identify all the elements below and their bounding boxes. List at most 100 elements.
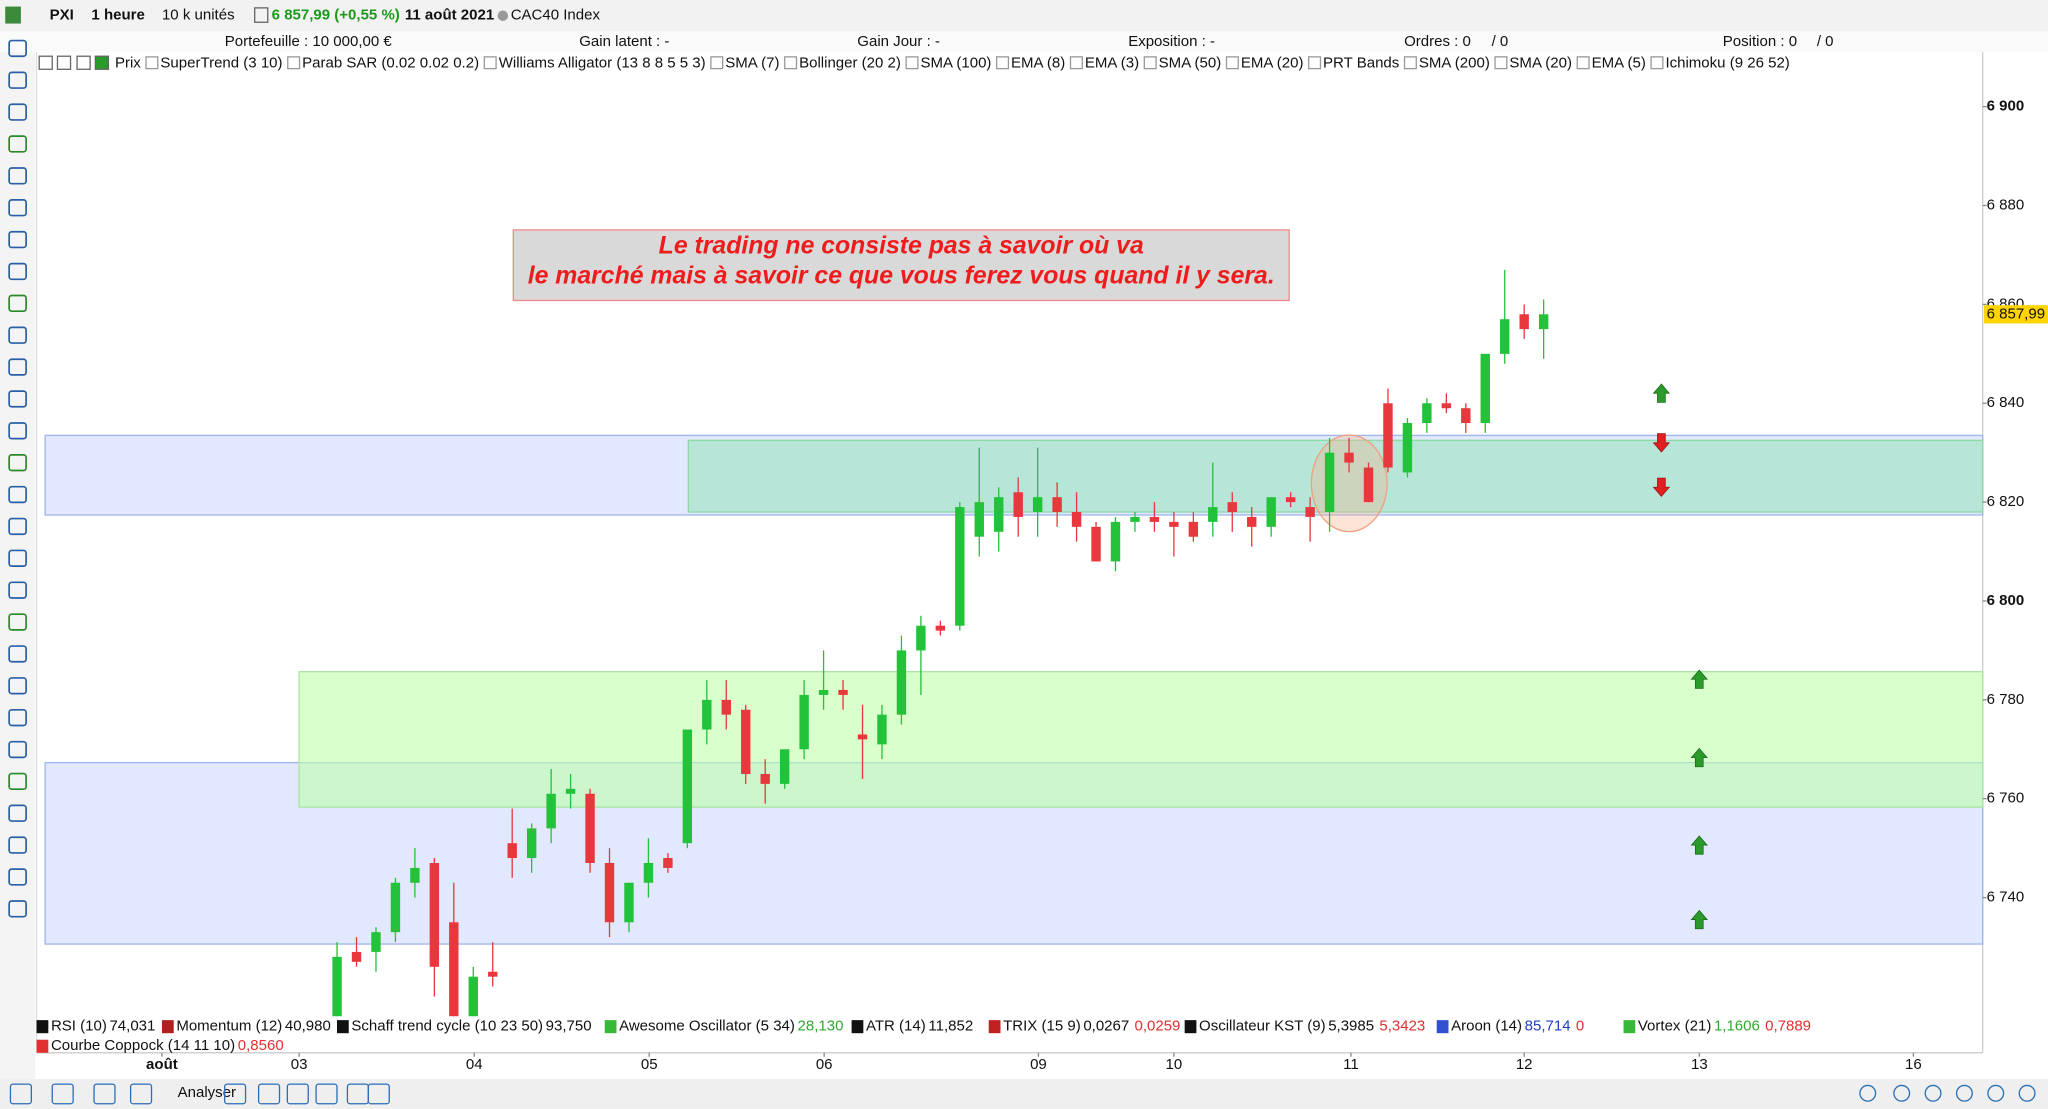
- tool-icon[interactable]: [8, 485, 27, 504]
- overlay-checkbox[interactable]: [1576, 56, 1590, 70]
- timeframe[interactable]: 1 heure: [91, 7, 144, 24]
- overlay-checkbox[interactable]: [710, 56, 724, 70]
- candle-body: [663, 858, 673, 868]
- tool-icon[interactable]: [315, 1083, 338, 1105]
- analyze-button[interactable]: Analyser: [178, 1084, 236, 1101]
- position: Position : 0: [1723, 33, 1797, 50]
- y-tick-label: 6 780: [1987, 691, 2025, 708]
- tool-icon[interactable]: [8, 581, 27, 599]
- tool-icon[interactable]: [8, 645, 27, 663]
- indicator-name: Momentum (12): [176, 1018, 282, 1035]
- overlay-checkbox[interactable]: [905, 56, 919, 70]
- tool-icon[interactable]: [8, 549, 27, 567]
- tool-icon[interactable]: [93, 1083, 116, 1105]
- tool-icon[interactable]: [8, 230, 27, 249]
- tool-icon[interactable]: [8, 868, 27, 886]
- tool-icon[interactable]: [1924, 1084, 1942, 1102]
- x-tick-label: 04: [466, 1056, 483, 1073]
- indicator-name: Awesome Oscillator (5 34): [619, 1018, 795, 1035]
- tool-icon[interactable]: [223, 1083, 247, 1105]
- overlay-checkbox[interactable]: [1650, 56, 1664, 70]
- tool-icon[interactable]: [8, 772, 27, 791]
- zone: [298, 671, 1984, 808]
- tool-icon[interactable]: [8, 262, 27, 281]
- info-icon[interactable]: [254, 7, 269, 23]
- overlay-checkbox[interactable]: [1403, 56, 1417, 70]
- tool-icon[interactable]: [8, 708, 27, 727]
- overlay-checkbox[interactable]: [287, 56, 301, 70]
- indicator-value: 0,7889: [1765, 1018, 1811, 1035]
- candle-body: [994, 497, 1004, 532]
- candle-body: [779, 749, 790, 784]
- candle-body: [1266, 497, 1276, 527]
- tool-icon[interactable]: [1893, 1084, 1911, 1102]
- overlay-checkbox[interactable]: [1143, 56, 1157, 70]
- annotation-box: [512, 229, 1290, 302]
- symbol[interactable]: PXI: [50, 7, 74, 24]
- tool-icon[interactable]: [8, 326, 27, 344]
- tool-icon[interactable]: [8, 836, 27, 854]
- tool-icon[interactable]: [8, 900, 27, 918]
- tool-icon[interactable]: [8, 103, 27, 121]
- tool-icon[interactable]: [8, 135, 27, 153]
- tool-icon[interactable]: [1955, 1084, 1973, 1102]
- tool-icon[interactable]: [1987, 1084, 2005, 1102]
- indicator-value: 1,1606: [1714, 1018, 1760, 1035]
- tool-icon[interactable]: [8, 294, 27, 313]
- tool-icon[interactable]: [8, 39, 27, 58]
- tool-icon[interactable]: [8, 167, 27, 185]
- tool-icon[interactable]: [367, 1083, 390, 1105]
- last-price-tag: [1984, 305, 2048, 324]
- overlay-label: SMA (7): [725, 54, 779, 71]
- tool-icon[interactable]: [8, 613, 27, 631]
- overlay-checkbox[interactable]: [145, 56, 159, 70]
- candle-body: [1071, 512, 1082, 527]
- overlay-checkbox[interactable]: [483, 56, 497, 70]
- overlay-checkbox[interactable]: [996, 56, 1010, 70]
- exposure: Exposition : -: [1128, 33, 1215, 50]
- tool-icon[interactable]: [8, 804, 27, 822]
- indicator-value: 74,031: [109, 1018, 155, 1035]
- overlay-checkbox[interactable]: [784, 56, 798, 70]
- candle-body: [1500, 319, 1510, 354]
- sell-arrow: [1652, 433, 1671, 453]
- candle-body: [1344, 452, 1354, 463]
- indicator-name: Vortex (21): [1638, 1018, 1711, 1035]
- x-tick-label: 12: [1516, 1056, 1533, 1073]
- tool-icon[interactable]: [8, 517, 27, 536]
- tool-icon[interactable]: [8, 740, 27, 759]
- y-tick-label: 6 820: [1987, 493, 2025, 510]
- tool-icon[interactable]: [51, 1083, 74, 1105]
- candle-body: [604, 862, 615, 923]
- tool-icon[interactable]: [1859, 1084, 1877, 1102]
- overlay-checkbox[interactable]: [1069, 56, 1083, 70]
- indicator-value: 28,130: [798, 1018, 844, 1035]
- price: 6 857,99 (+0,55 %): [272, 7, 400, 24]
- overlay-checkbox[interactable]: [1225, 56, 1239, 70]
- candle-body: [585, 793, 595, 863]
- tool-icon[interactable]: [8, 71, 27, 89]
- overlay-label: SMA (20): [1509, 54, 1572, 71]
- overlay-checkbox[interactable]: [1494, 56, 1508, 70]
- tool-icon[interactable]: [2018, 1084, 2036, 1102]
- overlay-checkbox[interactable]: [1308, 56, 1322, 70]
- candle-body: [1032, 497, 1043, 513]
- units[interactable]: 10 k unités: [162, 7, 235, 24]
- tool-icon[interactable]: [257, 1083, 281, 1105]
- tool-icon[interactable]: [8, 422, 27, 440]
- tool-icon[interactable]: [9, 1083, 32, 1105]
- candle-body: [468, 976, 478, 1017]
- overlay-label: SuperTrend (3 10): [160, 54, 282, 71]
- tool-icon[interactable]: [286, 1083, 309, 1105]
- tool-icon[interactable]: [8, 358, 27, 376]
- tool-icon[interactable]: [8, 453, 27, 472]
- tool-icon[interactable]: [8, 390, 27, 408]
- bottom-toolbar: [0, 1078, 2048, 1109]
- tool-icon[interactable]: [129, 1083, 153, 1105]
- tool-icon[interactable]: [8, 677, 27, 695]
- candle-body: [1402, 423, 1413, 473]
- tool-icon[interactable]: [8, 199, 27, 217]
